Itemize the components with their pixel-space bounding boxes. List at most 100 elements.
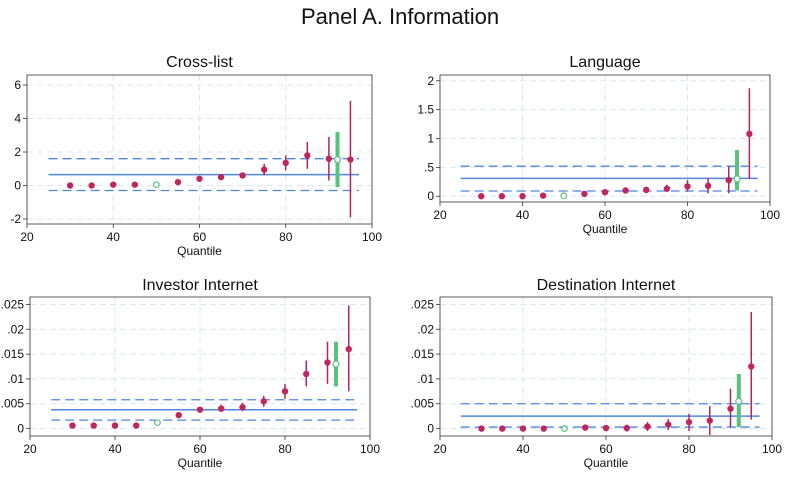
y-tick-label: -2 [10,212,21,226]
data-point [196,175,203,182]
x-axis-label: Quantile [177,244,222,258]
y-tick-label: 4 [14,112,21,126]
x-tick-label: 60 [598,208,612,222]
data-point [303,370,310,378]
data-point [260,398,267,405]
data-point [643,186,650,194]
data-point [304,152,311,159]
x-tick-label: 20 [20,230,34,244]
x-tick-label: 40 [108,442,122,456]
data-point [217,173,225,181]
data-point [88,182,95,189]
panel-language: Language 0 .5 1 1.5 2 20 40 60 80 100 Quantile [400,42,800,271]
data-point [282,159,289,167]
data-point [478,193,485,200]
data-point [582,424,589,431]
chart-investor-internet: Investor Internet 0 .005 .01 .015 .02 .025 20 40… [1,277,381,470]
hollow-point [154,419,161,426]
y-tick-label: 2 [427,74,434,88]
panel-destination-internet: Destination Internet 0 .005 .01 .015 .02 .025 2… [400,268,800,484]
data-point [239,404,246,411]
y-tick-label: 0 [17,422,24,436]
data-point [260,166,268,173]
data-point [196,406,204,413]
data-point [111,422,119,429]
hollow-point [152,181,160,189]
y-tick-label: .02 [7,322,24,336]
data-point [704,182,712,190]
data-point [347,156,354,163]
x-tick-label: 40 [107,230,121,244]
data-point [601,188,609,196]
data-point [727,405,734,412]
data-point [539,192,547,199]
x-tick-label: 60 [193,442,207,456]
data-point [90,422,97,429]
x-tick-label: 80 [682,442,696,456]
highlight-point [733,175,741,183]
x-axis-label: Quantile [583,222,628,236]
x-tick-label: 20 [433,208,447,222]
data-point [499,425,506,432]
hollow-point [561,425,568,432]
panel-cross-list: Cross-list -2 0 2 4 6 20 40 60 80 100 Quantile [0,42,400,271]
data-point [540,425,547,432]
y-tick-label: .025 [411,297,435,311]
panel-investor-internet: Investor Internet 0 .005 .01 .015 .02 .025 20 40… [0,268,400,484]
data-point [281,388,289,395]
x-tick-label: 60 [193,230,207,244]
data-point [602,424,610,432]
x-tick-label: 80 [278,442,292,456]
data-point [345,345,352,353]
highlight-point [333,155,342,164]
highlight-point [332,360,340,368]
hollow-point [560,192,568,200]
data-point [663,185,671,192]
data-point [581,190,588,198]
y-tick-label: .015 [1,347,25,361]
x-tick-label: 60 [599,442,613,456]
y-tick-label: .005 [411,397,435,411]
chart-cross-list: Cross-list -2 0 2 4 6 20 40 60 80 100 Quantile [10,54,382,258]
data-point [325,155,333,162]
data-point [174,178,182,186]
data-point [519,425,527,432]
x-tick-label: 20 [433,442,447,456]
data-point [69,422,76,429]
y-tick-label: .01 [7,372,24,386]
panel-title: Investor Internet [142,277,258,294]
data-point [623,424,630,432]
data-point [685,418,693,426]
panel-title: Cross-list [166,54,233,71]
panel-title: Language [569,54,640,71]
x-axis-label: Quantile [584,456,629,470]
data-point [622,187,629,194]
data-point [706,417,713,424]
x-tick-label: 100 [760,208,780,222]
data-point [133,422,140,429]
highlight-point [735,397,743,405]
y-tick-label: 6 [14,78,21,92]
data-point [66,182,74,189]
y-tick-label: .025 [1,297,25,311]
y-tick-label: 2 [14,145,21,159]
x-tick-label: 100 [360,442,380,456]
y-tick-label: .02 [417,322,434,336]
data-point [519,193,526,200]
y-tick-label: 1 [427,132,434,146]
data-point [498,193,506,200]
x-axis-label: Quantile [178,456,223,470]
y-tick-label: 0 [427,189,434,203]
y-tick-label: .5 [424,160,434,174]
data-point [665,421,672,428]
data-point [725,176,732,184]
data-point [746,130,753,138]
y-tick-label: .005 [1,397,25,411]
data-point [110,181,117,188]
data-point [131,181,139,188]
data-point [748,363,755,370]
data-point [239,172,246,179]
chart-destination-internet: Destination Internet 0 .005 .01 .015 .02 .025 2… [411,277,783,470]
x-tick-label: 40 [516,442,530,456]
y-tick-label: .01 [417,372,434,386]
